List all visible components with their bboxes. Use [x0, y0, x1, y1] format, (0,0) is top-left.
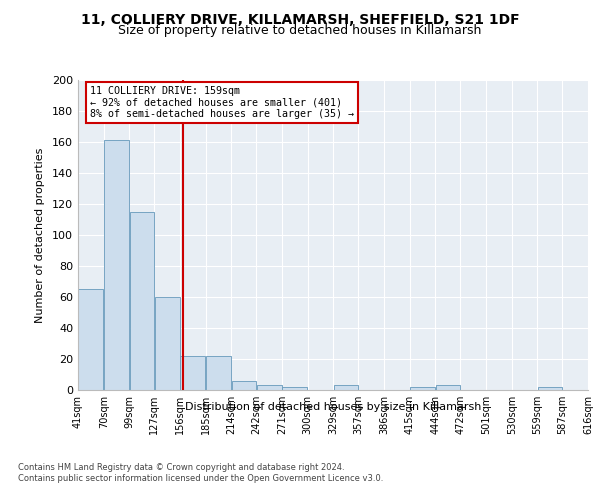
Text: Contains public sector information licensed under the Open Government Licence v3: Contains public sector information licen…: [18, 474, 383, 483]
Text: Size of property relative to detached houses in Killamarsh: Size of property relative to detached ho…: [118, 24, 482, 37]
Bar: [589, 387, 600, 390]
Bar: [130, 212, 154, 390]
Bar: [181, 356, 205, 390]
Bar: [79, 289, 103, 390]
Bar: [538, 387, 562, 390]
Bar: [206, 356, 231, 390]
Bar: [155, 297, 179, 390]
Bar: [257, 386, 281, 390]
Bar: [436, 386, 460, 390]
Bar: [410, 387, 435, 390]
Text: Distribution of detached houses by size in Killamarsh: Distribution of detached houses by size …: [185, 402, 481, 412]
Bar: [104, 140, 129, 390]
Bar: [334, 386, 358, 390]
Bar: [283, 387, 307, 390]
Y-axis label: Number of detached properties: Number of detached properties: [35, 148, 45, 322]
Text: 11 COLLIERY DRIVE: 159sqm
← 92% of detached houses are smaller (401)
8% of semi-: 11 COLLIERY DRIVE: 159sqm ← 92% of detac…: [91, 86, 355, 120]
Text: 11, COLLIERY DRIVE, KILLAMARSH, SHEFFIELD, S21 1DF: 11, COLLIERY DRIVE, KILLAMARSH, SHEFFIEL…: [80, 12, 520, 26]
Text: Contains HM Land Registry data © Crown copyright and database right 2024.: Contains HM Land Registry data © Crown c…: [18, 462, 344, 471]
Bar: [232, 380, 256, 390]
